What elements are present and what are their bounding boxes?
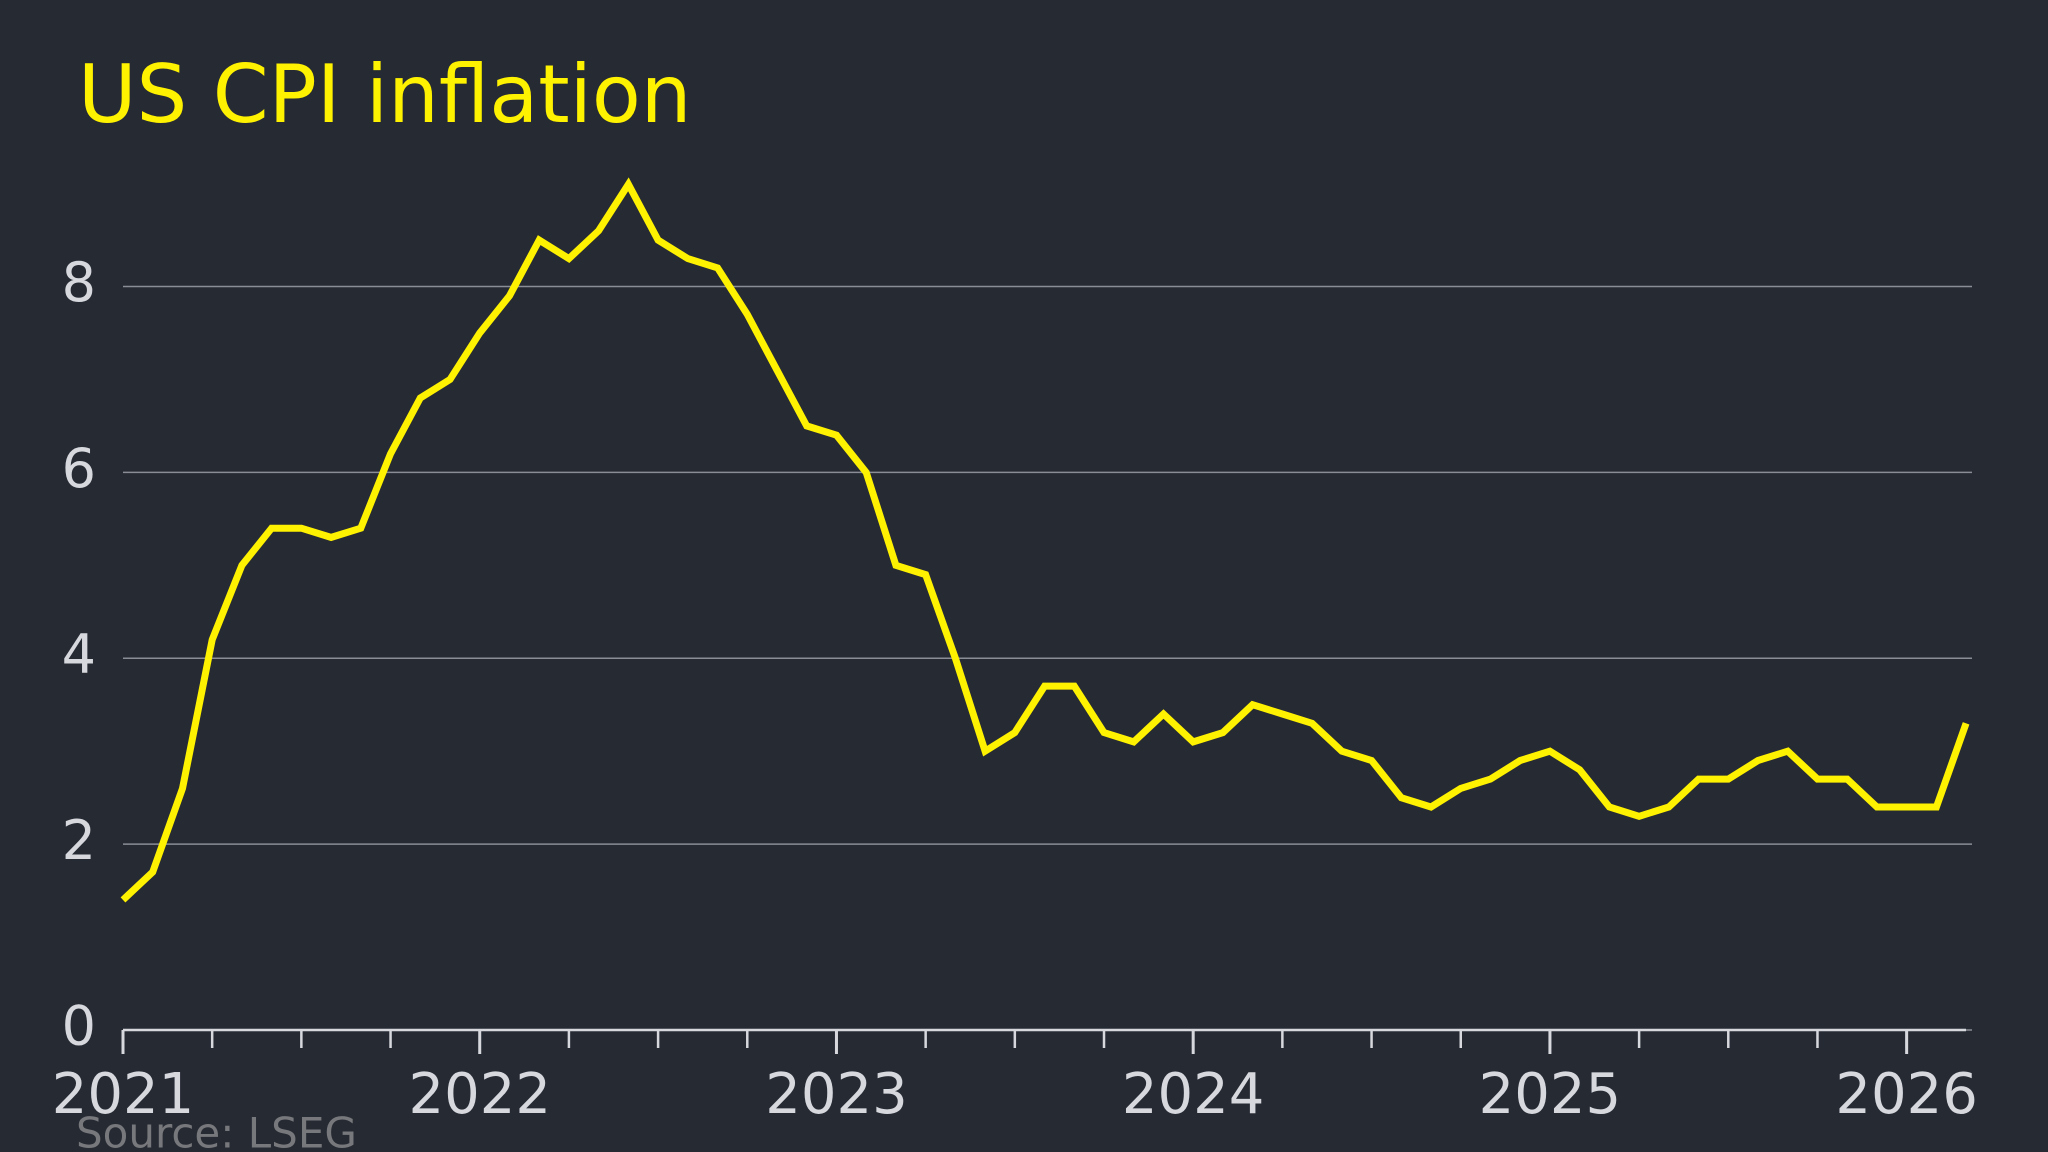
x-tick-label: 2021: [52, 1062, 195, 1127]
source: Source: LSEG: [76, 1109, 357, 1152]
x-tick-label: 2022: [408, 1062, 551, 1127]
y-tick-label: 6: [62, 437, 96, 500]
x-tick-label: 2026: [1835, 1062, 1978, 1127]
y-tick-label: 0: [62, 995, 96, 1058]
chart-title: US CPI inflation: [78, 48, 691, 141]
x-tick-label: 2024: [1122, 1062, 1265, 1127]
y-tick-label: 2: [62, 809, 96, 872]
x-tick-label: 2025: [1479, 1062, 1622, 1127]
x-tick-label: 2023: [765, 1062, 908, 1127]
y-tick-label: 4: [62, 623, 96, 686]
series-line: [120, 177, 1970, 903]
y-tick-label: 8: [62, 251, 96, 314]
